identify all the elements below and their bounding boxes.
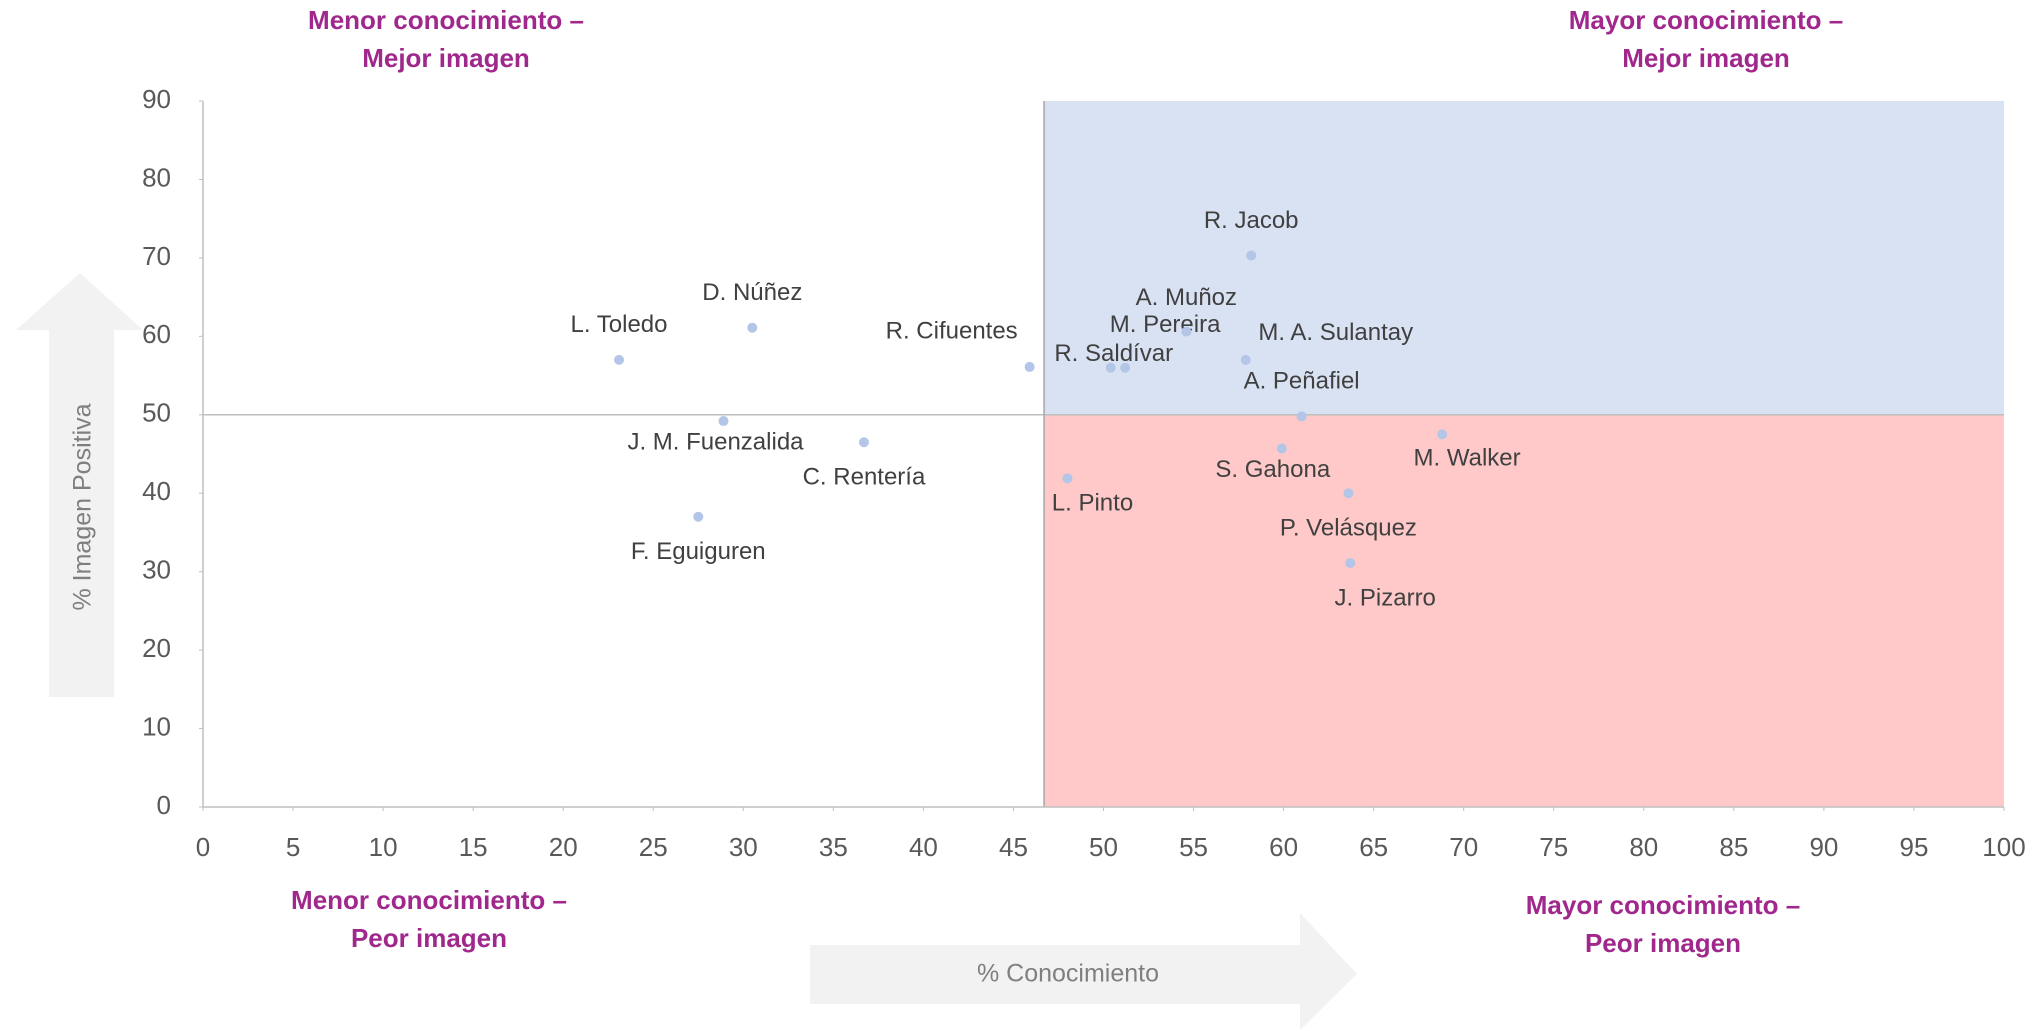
x-tick-label: 30 (729, 832, 758, 862)
point (1246, 250, 1257, 261)
point-label: F. Eguiguren (631, 538, 766, 565)
point (693, 511, 704, 522)
point-label: L. Pinto (1052, 490, 1133, 517)
point (858, 437, 869, 448)
x-tick-label: 60 (1269, 832, 1298, 862)
point-label: P. Velásquez (1280, 515, 1417, 542)
y-tick-label: 80 (142, 162, 171, 192)
point-label: M. Pereira (1110, 311, 1221, 338)
x-tick-label: 35 (819, 832, 848, 862)
x-tick-label: 25 (639, 832, 668, 862)
quadrant-label: Mejor imagen (1622, 43, 1790, 73)
x-tick-label: 45 (999, 832, 1028, 862)
point (1437, 429, 1448, 440)
point (1240, 354, 1251, 365)
x-tick-label: 70 (1449, 832, 1478, 862)
x-tick-label: 15 (459, 832, 488, 862)
x-arrow (810, 913, 1357, 1030)
point-label: A. Muñoz (1136, 284, 1237, 311)
x-tick-label: 10 (369, 832, 398, 862)
point (1105, 362, 1116, 373)
x-tick-label: 100 (1982, 832, 2025, 862)
point-label: R. Jacob (1204, 207, 1299, 234)
y-tick-label: 70 (142, 241, 171, 271)
quadrant-label: Menor conocimiento – (308, 5, 584, 35)
quadrant-top-right (1044, 101, 2004, 415)
point (1181, 326, 1192, 337)
x-tick-label: 65 (1359, 832, 1388, 862)
x-tick-label: 85 (1719, 832, 1748, 862)
x-tick-label: 80 (1629, 832, 1658, 862)
point (1296, 411, 1307, 422)
y-tick-label: 40 (142, 476, 171, 506)
point (614, 354, 625, 365)
quadrant-label: Peor imagen (351, 923, 507, 953)
point (1120, 362, 1131, 373)
x-tick-label: 0 (196, 832, 210, 862)
point (1062, 473, 1073, 484)
point (718, 416, 729, 427)
y-arrow (16, 273, 143, 697)
x-tick-label: 50 (1089, 832, 1118, 862)
point-label: J. M. Fuenzalida (627, 428, 804, 455)
y-tick-label: 20 (142, 633, 171, 663)
point-label: R. Cifuentes (886, 317, 1018, 344)
quadrant-label: Mejor imagen (362, 43, 530, 73)
x-tick-label: 40 (909, 832, 938, 862)
y-axis-title: % Imagen Positiva (69, 403, 97, 610)
x-tick-label: 55 (1179, 832, 1208, 862)
point-label: L. Toledo (571, 311, 668, 338)
x-tick-label: 20 (549, 832, 578, 862)
y-tick-label: 10 (142, 711, 171, 741)
quadrant-label: Menor conocimiento – (291, 885, 567, 915)
point (1343, 488, 1354, 499)
point-label: M. A. Sulantay (1258, 319, 1413, 346)
point-label: S. Gahona (1215, 456, 1330, 483)
point-label: D. Núñez (702, 279, 802, 306)
quadrant-label: Peor imagen (1585, 928, 1741, 958)
point (1276, 443, 1287, 454)
x-tick-label: 75 (1539, 832, 1568, 862)
y-tick-label: 60 (142, 319, 171, 349)
quadrant-label: Mayor conocimiento – (1569, 5, 1844, 35)
y-tick-label: 90 (142, 84, 171, 114)
point-label: C. Rentería (803, 464, 926, 491)
y-tick-label: 0 (157, 790, 171, 820)
quadrant-bottom-right (1044, 414, 2004, 807)
point (747, 322, 758, 333)
y-tick-label: 50 (142, 398, 171, 428)
point-label: A. Peñafiel (1244, 368, 1360, 395)
quadrant-label: Mayor conocimiento – (1526, 890, 1801, 920)
point-label: R. Saldívar (1054, 340, 1173, 367)
point (1345, 558, 1356, 569)
point (1024, 361, 1035, 372)
x-tick-label: 90 (1809, 832, 1838, 862)
x-tick-label: 5 (286, 832, 300, 862)
point-label: J. Pizarro (1335, 584, 1436, 611)
x-tick-label: 95 (1899, 832, 1928, 862)
x-axis-title: % Conocimiento (977, 960, 1159, 988)
y-tick-label: 30 (142, 555, 171, 585)
point-label: M. Walker (1414, 445, 1521, 472)
